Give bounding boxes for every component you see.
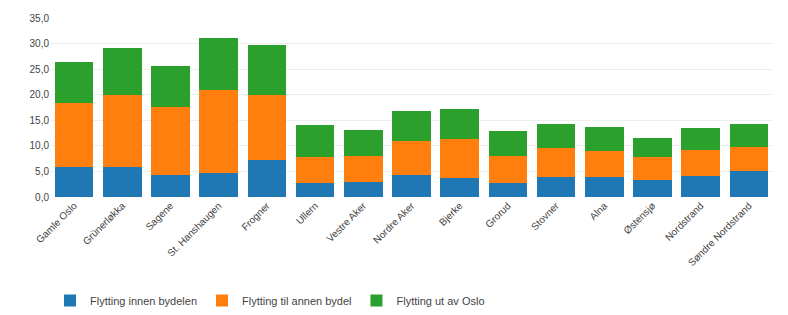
svg-text:20,0: 20,0 bbox=[30, 89, 50, 100]
svg-text:Bjerke: Bjerke bbox=[437, 200, 465, 228]
svg-text:Flytting ut av Oslo: Flytting ut av Oslo bbox=[396, 295, 484, 307]
svg-text:0,0: 0,0 bbox=[35, 192, 49, 203]
svg-text:Nordre Aker: Nordre Aker bbox=[371, 200, 417, 246]
svg-text:Søndre Nordstrand: Søndre Nordstrand bbox=[686, 200, 754, 268]
svg-text:Flytting til annen bydel: Flytting til annen bydel bbox=[242, 295, 351, 307]
svg-text:Grünerløkka: Grünerløkka bbox=[81, 200, 128, 247]
svg-text:Vestre Aker: Vestre Aker bbox=[324, 200, 368, 244]
svg-text:St. Hanshaugen: St. Hanshaugen bbox=[165, 200, 223, 258]
svg-text:30,0: 30,0 bbox=[30, 38, 50, 49]
svg-text:Alna: Alna bbox=[587, 200, 609, 222]
svg-text:Østensjø: Østensjø bbox=[621, 200, 657, 236]
svg-text:Nordstrand: Nordstrand bbox=[663, 200, 706, 243]
svg-text:15,0: 15,0 bbox=[30, 115, 50, 126]
svg-text:10,0: 10,0 bbox=[30, 140, 50, 151]
svg-text:35,0: 35,0 bbox=[30, 13, 50, 24]
svg-text:Stovner: Stovner bbox=[529, 200, 562, 233]
svg-text:Gamle Oslo: Gamle Oslo bbox=[34, 200, 79, 245]
svg-text:25,0: 25,0 bbox=[30, 64, 50, 75]
svg-text:Frogner: Frogner bbox=[239, 200, 272, 233]
svg-text:Flytting innen bydelen: Flytting innen bydelen bbox=[90, 295, 197, 307]
svg-text:5,0: 5,0 bbox=[35, 166, 49, 177]
svg-text:Ullern: Ullern bbox=[294, 200, 320, 226]
svg-text:Grorud: Grorud bbox=[483, 200, 513, 230]
svg-text:Sagene: Sagene bbox=[143, 200, 175, 232]
